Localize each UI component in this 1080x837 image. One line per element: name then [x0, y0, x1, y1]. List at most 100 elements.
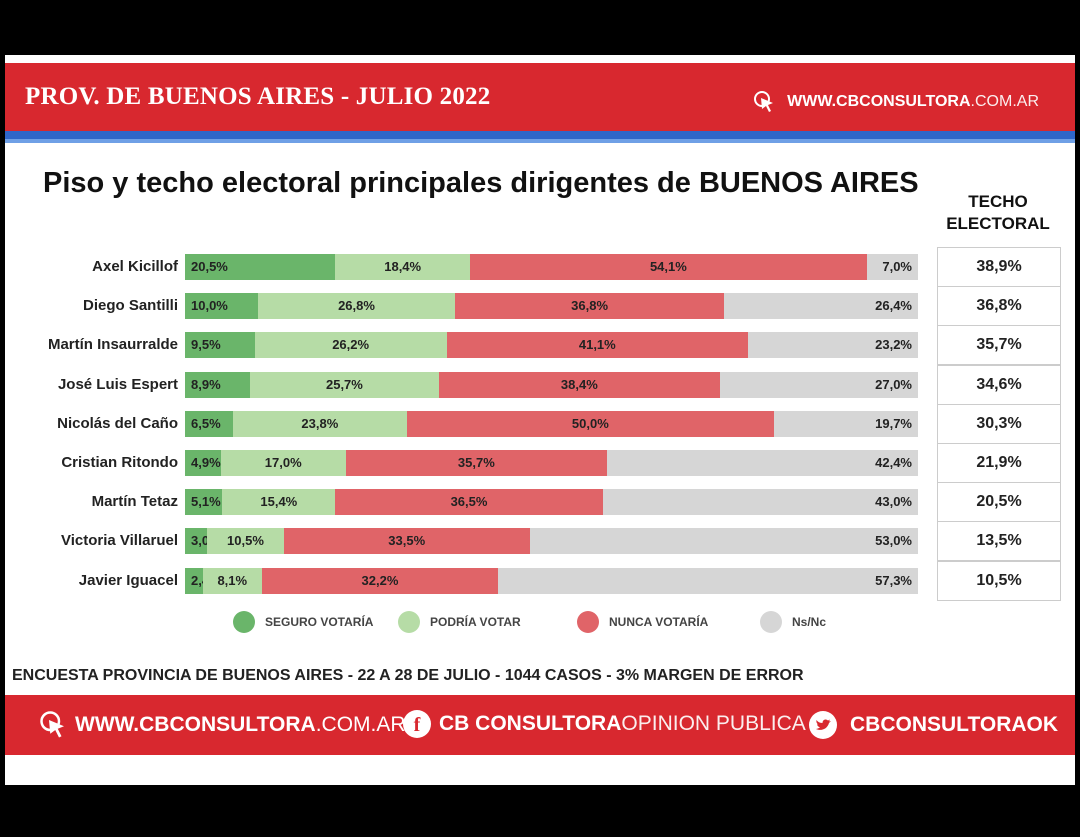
footer-twitter: CBCONSULTORAOK [808, 710, 1058, 740]
data-label-seguro: 5,1% [191, 494, 221, 510]
legend-label-nunca: NUNCA VOTARÍA [609, 615, 709, 629]
bar-segment-seguro [185, 567, 203, 594]
techo-value: 21,9% [937, 443, 1061, 483]
bar-segment-seguro [185, 371, 251, 398]
data-label-nsnc: 23,2% [875, 337, 912, 353]
data-label-nunca: 36,8% [571, 298, 609, 314]
bar-segment-seguro [185, 410, 233, 437]
bar-segment-nunca [470, 254, 867, 280]
bar-segment-nsnc [773, 410, 918, 437]
data-label-podria: 25,7% [325, 376, 363, 392]
header-site-rest: .COM.AR [970, 93, 1039, 111]
footer-facebook: f CB CONSULTORA OPINION PUBLICA [403, 710, 806, 738]
footer-band: WWW.CBCONSULTORA .COM.AR f CB CONSULTORA … [5, 695, 1075, 755]
data-label-seguro: 9,5% [191, 337, 221, 353]
footer-site-bold: WWW.CBCONSULTORA [75, 713, 316, 736]
techo-header-line1: TECHO [968, 192, 1028, 211]
data-label-nsnc: 43,0% [875, 494, 912, 510]
footer-fb-bold: CB CONSULTORA [439, 712, 622, 735]
bar-segment-nunca [283, 528, 530, 555]
data-label-nunca: 54,1% [649, 259, 687, 274]
category-label: Javier Iguacel [78, 571, 178, 589]
category-label: Victoria Villaruel [60, 532, 178, 550]
cursor-click-icon [40, 711, 64, 738]
bar-segment-podria [254, 332, 447, 359]
data-label-nunca: 33,5% [388, 533, 426, 549]
bar-segment-nunca [335, 489, 603, 516]
data-label-podria: 17,0% [264, 455, 302, 470]
infographic-frame: PROV. DE BUENOS AIRES - JULIO 2022 WWW.C… [5, 55, 1075, 785]
legend-swatch-seguro [233, 611, 255, 633]
data-label-nunca: 41,1% [578, 337, 616, 353]
bar-segment-nunca [407, 410, 774, 437]
header-light-blue-stripe [5, 139, 1075, 143]
category-label: Axel Kicillof [92, 258, 178, 275]
bar-segment-nsnc [720, 371, 918, 398]
techo-value: 30,3% [937, 403, 1061, 444]
techo-value: 35,7% [937, 325, 1061, 366]
footer-twitter-handle: CBCONSULTORAOK [850, 713, 1059, 736]
footer-site-rest: .COM.AR [315, 713, 406, 736]
bar-segment-nsnc [866, 254, 918, 280]
bar-segment-nsnc [602, 489, 918, 516]
header-band: PROV. DE BUENOS AIRES - JULIO 2022 WWW.C… [5, 63, 1075, 131]
legend-item-nsnc: Ns/Nc [760, 611, 826, 633]
category-label: Martín Insaurralde [47, 336, 178, 354]
data-label-nunca: 35,7% [457, 455, 495, 470]
legend-item-nunca: NUNCA VOTARÍA [577, 611, 708, 633]
techo-value: 38,9% [937, 247, 1061, 287]
techo-value: 13,5% [937, 521, 1061, 562]
bar-segment-seguro [185, 293, 259, 320]
techo-value: 36,8% [937, 286, 1061, 327]
legend-item-podria: PODRÍA VOTAR [398, 611, 521, 633]
legend-swatch-nunca [577, 611, 599, 633]
data-label-nsnc: 42,4% [875, 455, 912, 470]
data-label-podria: 8,1% [217, 572, 248, 588]
bar-segment-podria [220, 450, 346, 476]
data-label-seguro: 6,5% [191, 415, 221, 431]
data-label-nsnc: 53,0% [875, 533, 912, 549]
techo-value: 10,5% [937, 560, 1061, 601]
bar-segment-nsnc [724, 293, 918, 320]
bar-segment-nunca [438, 371, 721, 398]
data-label-seguro: 10,0% [191, 298, 228, 314]
data-label-nunca: 50,0% [571, 415, 609, 431]
bar-segment-nunca [345, 450, 608, 476]
header-title: PROV. DE BUENOS AIRES - JULIO 2022 [25, 83, 491, 110]
techo-value: 34,6% [937, 364, 1061, 405]
bar-segment-podria [258, 293, 455, 320]
legend-label-podria: PODRÍA VOTAR [430, 615, 521, 629]
legend-item-seguro: SEGURO VOTARÍA [233, 611, 373, 633]
data-label-nunca: 32,2% [361, 572, 399, 588]
data-label-seguro: 4,9% [191, 455, 221, 470]
header-site-bold: WWW.CBCONSULTORA [787, 93, 971, 111]
data-label-seguro: 8,9% [191, 376, 221, 392]
bar-segment-podria [206, 528, 284, 555]
bar-segment-seguro [185, 332, 255, 359]
bar-segment-podria [250, 371, 439, 398]
data-label-podria: 18,4% [384, 259, 422, 274]
bar-segment-nsnc [529, 528, 918, 555]
legend-label-nsnc: Ns/Nc [792, 615, 827, 629]
techo-electoral-header: TECHO ELECTORAL [935, 191, 1061, 235]
chart-title: Piso y techo electoral principales dirig… [43, 167, 919, 199]
twitter-icon [809, 711, 837, 739]
data-label-nunca: 38,4% [560, 376, 598, 392]
data-label-podria: 23,8% [301, 415, 339, 431]
legend-label-seguro: SEGURO VOTARÍA [265, 615, 374, 629]
category-label: Nicolás del Caño [57, 414, 178, 432]
bar-segment-seguro [185, 254, 336, 280]
techo-value: 20,5% [937, 482, 1061, 523]
bar-segment-seguro [185, 450, 221, 476]
bar-segment-seguro [185, 528, 207, 555]
facebook-icon: f [403, 710, 431, 738]
survey-footnote: ENCUESTA PROVINCIA DE BUENOS AIRES - 22 … [12, 667, 804, 684]
bar-segment-nsnc [747, 332, 918, 359]
footer-fb-rest: OPINION PUBLICA [621, 712, 806, 735]
category-label: Diego Santilli [82, 297, 178, 315]
data-label-nsnc: 27,0% [875, 376, 912, 392]
bar-segment-nunca [261, 567, 498, 594]
data-label-nunca: 36,5% [450, 494, 488, 510]
data-label-podria: 10,5% [227, 533, 264, 549]
legend-swatch-nsnc [760, 611, 782, 633]
